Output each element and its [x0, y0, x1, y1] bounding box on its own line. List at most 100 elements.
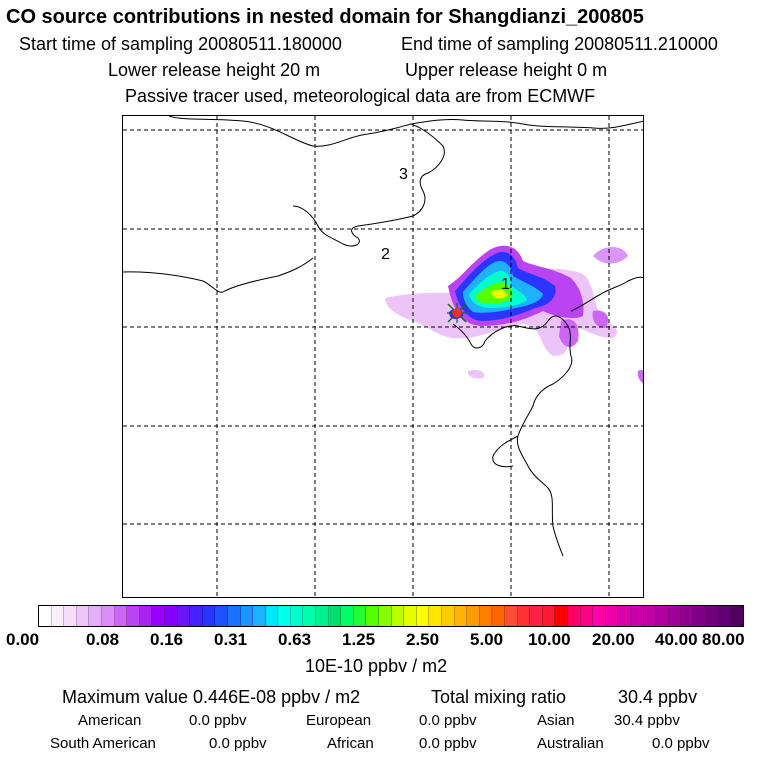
colorbar-swatch — [278, 606, 291, 626]
colorbar — [38, 605, 744, 627]
african-value: 0.0 ppbv — [419, 735, 477, 752]
colorbar-swatch — [152, 606, 165, 626]
lower-release-height: Lower release height 20 m — [108, 60, 321, 80]
colorbar-tick-label: 40.00 — [655, 630, 698, 649]
chart-title: CO source contributions in nested domain… — [6, 6, 644, 28]
colorbar-tick-label: 0.08 — [86, 630, 120, 649]
colorbar-swatch — [618, 606, 631, 626]
colorbar-swatch — [89, 606, 102, 626]
colorbar-swatch — [114, 606, 128, 626]
colorbar-swatch — [202, 606, 216, 626]
colorbar-swatch — [341, 606, 354, 626]
european-value: 0.0 ppbv — [419, 712, 477, 729]
colorbar-swatch — [442, 606, 455, 626]
colorbar-unit: 10E-10 ppbv / m2 — [305, 656, 448, 676]
colorbar-swatch — [731, 606, 744, 626]
colorbar-swatch — [530, 606, 543, 626]
graticule — [123, 116, 643, 597]
end-time: End time of sampling 20080511.210000 — [401, 34, 718, 54]
american-label: American — [78, 712, 142, 729]
colorbar-swatch — [404, 606, 417, 626]
colorbar-tick-label: 80.00 — [702, 630, 745, 649]
colorbar-swatch — [366, 606, 380, 626]
colorbar-swatch — [101, 606, 115, 626]
colorbar-tick-label: 10.00 — [528, 630, 571, 649]
boundaries — [123, 116, 643, 557]
colorbar-swatch — [227, 606, 241, 626]
asian-label: Asian — [537, 712, 575, 729]
european-label: European — [306, 712, 372, 729]
colorbar-swatch — [454, 606, 468, 626]
colorbar-tick-label: 0.63 — [278, 630, 312, 649]
colorbar-tick-label: 5.00 — [470, 630, 504, 649]
colorbar-swatch — [240, 606, 254, 626]
tracer-note: Passive tracer used, meteorological data… — [125, 86, 596, 106]
colorbar-tick-label: 0.00 — [6, 630, 40, 649]
colorbar-swatch — [127, 606, 140, 626]
colorbar-swatch — [643, 606, 657, 626]
colorbar-tick-label: 20.00 — [592, 630, 635, 649]
colorbar-swatch — [39, 606, 52, 626]
colorbar-swatch — [504, 606, 518, 626]
colorbar-swatch — [567, 606, 581, 626]
start-time: Start time of sampling 20080511.180000 — [19, 34, 342, 54]
plume-field — [385, 245, 643, 383]
region-label-2: 2 — [381, 246, 390, 263]
colorbar-swatch — [353, 606, 367, 626]
colorbar-swatch — [265, 606, 279, 626]
colorbar-swatch — [316, 606, 329, 626]
colorbar-swatch — [681, 606, 694, 626]
colorbar-swatch — [630, 606, 644, 626]
colorbar-swatch — [693, 606, 707, 626]
colorbar-swatch — [542, 606, 556, 626]
colorbar-swatch — [391, 606, 405, 626]
colorbar-swatch — [668, 606, 682, 626]
total-mixing-ratio-value: 30.4 ppbv — [618, 687, 698, 707]
colorbar-tick-label: 0.16 — [150, 630, 184, 649]
colorbar-swatch — [555, 606, 568, 626]
colorbar-swatch — [51, 606, 65, 626]
colorbar-swatch — [190, 606, 203, 626]
upper-release-height: Upper release height 0 m — [405, 60, 608, 80]
asian-value: 30.4 ppbv — [614, 712, 680, 729]
map-canvas: 1 2 3 — [123, 116, 643, 597]
region-label-1: 1 — [501, 276, 510, 293]
colorbar-swatch — [580, 606, 594, 626]
colorbar-tick-label: 1.25 — [342, 630, 376, 649]
colorbar-swatch — [139, 606, 153, 626]
colorbar-swatch — [429, 606, 442, 626]
colorbar-swatch — [467, 606, 480, 626]
colorbar-swatch — [177, 606, 191, 626]
colorbar-swatch — [215, 606, 228, 626]
colorbar-swatch — [416, 606, 430, 626]
colorbar-swatch — [328, 606, 342, 626]
colorbar-tick-label: 2.50 — [406, 630, 440, 649]
colorbar-swatch — [719, 606, 732, 626]
colorbar-swatch — [605, 606, 619, 626]
colorbar-swatch — [706, 606, 720, 626]
colorbar-swatch — [593, 606, 606, 626]
maximum-value: Maximum value 0.446E-08 ppbv / m2 — [62, 687, 361, 707]
south-american-value: 0.0 ppbv — [209, 735, 267, 752]
total-mixing-ratio-label: Total mixing ratio — [431, 687, 567, 707]
south-american-label: South American — [50, 735, 156, 752]
colorbar-swatch — [492, 606, 505, 626]
colorbar-tick-label: 0.31 — [214, 630, 248, 649]
colorbar-swatch — [76, 606, 90, 626]
australian-label: Australian — [537, 735, 604, 752]
colorbar-swatch — [290, 606, 304, 626]
african-label: African — [327, 735, 374, 752]
australian-value: 0.0 ppbv — [652, 735, 710, 752]
region-label-3: 3 — [399, 166, 408, 183]
colorbar-swatch — [517, 606, 531, 626]
american-value: 0.0 ppbv — [189, 712, 247, 729]
colorbar-swatch — [479, 606, 493, 626]
colorbar-swatch — [656, 606, 669, 626]
colorbar-swatch — [164, 606, 178, 626]
colorbar-swatch — [303, 606, 317, 626]
colorbar-swatch — [64, 606, 77, 626]
receptor-marker — [447, 303, 467, 323]
colorbar-swatch — [253, 606, 266, 626]
map-panel: 1 2 3 — [122, 115, 644, 598]
colorbar-swatch — [379, 606, 392, 626]
